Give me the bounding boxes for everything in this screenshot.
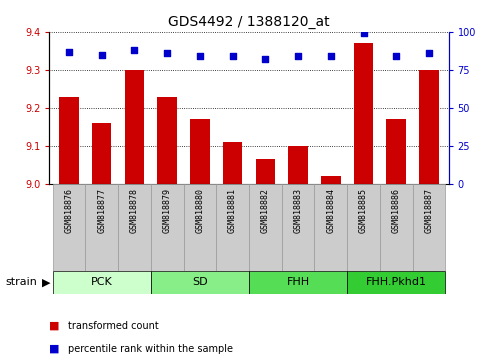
Bar xyxy=(85,184,118,271)
Bar xyxy=(288,146,308,184)
Bar xyxy=(151,184,183,271)
Bar xyxy=(255,159,275,184)
Bar xyxy=(419,70,439,184)
Text: GSM818879: GSM818879 xyxy=(163,188,172,233)
Bar xyxy=(353,43,373,184)
Point xyxy=(327,53,335,59)
Bar xyxy=(92,123,111,184)
Bar xyxy=(53,184,85,271)
Point xyxy=(392,53,400,59)
Text: GSM818884: GSM818884 xyxy=(326,188,335,233)
Bar xyxy=(223,142,243,184)
Text: GSM818886: GSM818886 xyxy=(392,188,401,233)
Bar xyxy=(380,184,413,271)
Text: SD: SD xyxy=(192,277,208,287)
Bar xyxy=(413,184,445,271)
Bar xyxy=(321,176,341,184)
Text: ■: ■ xyxy=(49,321,60,331)
Bar xyxy=(249,271,347,294)
Bar xyxy=(347,184,380,271)
Point xyxy=(196,53,204,59)
Bar xyxy=(118,184,151,271)
Point xyxy=(163,50,171,56)
Point xyxy=(65,49,73,55)
Bar xyxy=(282,184,315,271)
Point xyxy=(131,47,139,53)
Point xyxy=(261,56,269,62)
Text: GSM818887: GSM818887 xyxy=(424,188,433,233)
Point xyxy=(294,53,302,59)
Bar xyxy=(59,97,79,184)
Text: FHH.Pkhd1: FHH.Pkhd1 xyxy=(366,277,427,287)
Text: percentile rank within the sample: percentile rank within the sample xyxy=(68,344,233,354)
Point xyxy=(425,50,433,56)
Bar xyxy=(387,119,406,184)
Bar xyxy=(190,119,210,184)
Text: transformed count: transformed count xyxy=(68,321,159,331)
Point xyxy=(359,30,367,36)
Text: GSM818880: GSM818880 xyxy=(195,188,205,233)
Bar xyxy=(151,271,249,294)
Text: GSM818885: GSM818885 xyxy=(359,188,368,233)
Bar xyxy=(315,184,347,271)
Text: GSM818883: GSM818883 xyxy=(293,188,303,233)
Text: strain: strain xyxy=(5,277,37,287)
Text: PCK: PCK xyxy=(91,277,112,287)
Text: GSM818876: GSM818876 xyxy=(65,188,73,233)
Bar xyxy=(216,184,249,271)
Bar xyxy=(249,184,282,271)
Point xyxy=(98,52,106,57)
Bar xyxy=(157,97,177,184)
Bar xyxy=(125,70,144,184)
Text: GSM818877: GSM818877 xyxy=(97,188,106,233)
Bar xyxy=(183,184,216,271)
Title: GDS4492 / 1388120_at: GDS4492 / 1388120_at xyxy=(168,16,330,29)
Text: ■: ■ xyxy=(49,344,60,354)
Text: GSM818878: GSM818878 xyxy=(130,188,139,233)
Text: ▶: ▶ xyxy=(42,277,50,287)
Text: FHH: FHH xyxy=(286,277,310,287)
Text: GSM818882: GSM818882 xyxy=(261,188,270,233)
Bar xyxy=(347,271,445,294)
Text: GSM818881: GSM818881 xyxy=(228,188,237,233)
Point xyxy=(229,53,237,59)
Bar xyxy=(53,271,151,294)
